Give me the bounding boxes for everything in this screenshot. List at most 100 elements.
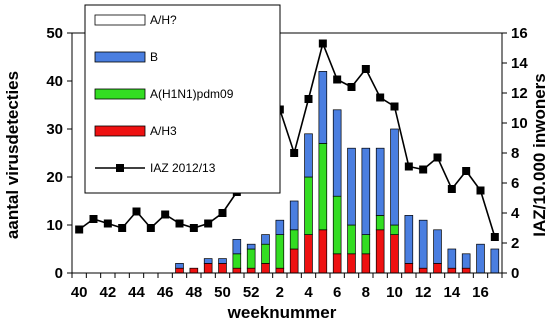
legend-label: IAZ 2012/13 bbox=[150, 161, 216, 175]
bar-b-week-14 bbox=[447, 248, 457, 269]
y-right-tick-label: 2 bbox=[511, 235, 519, 252]
iaz-point-week-10 bbox=[390, 102, 399, 111]
bar-a-h3-week-1 bbox=[261, 263, 270, 274]
bar-a-h3-week-8 bbox=[361, 253, 371, 274]
y-right-tick-label: 12 bbox=[511, 85, 528, 102]
iaz-point-week-41 bbox=[89, 215, 98, 223]
bar-a-h3-week-15 bbox=[461, 267, 471, 274]
y-right-tick-label: 0 bbox=[511, 265, 519, 282]
bar-a-h1n1-pdm09-week-9 bbox=[375, 215, 385, 231]
x-tick-label: 42 bbox=[99, 284, 116, 301]
y-left-tick-label: 40 bbox=[46, 73, 63, 90]
bar-a-h3-week-13 bbox=[433, 263, 442, 274]
iaz-point-week-43 bbox=[118, 224, 127, 232]
iaz-point-week-44 bbox=[132, 207, 141, 216]
iaz-point-week-47 bbox=[175, 219, 184, 228]
bar-a-h1n1-pdm09-week-4 bbox=[304, 176, 313, 235]
bar-a-h3-week-7 bbox=[347, 253, 356, 274]
iaz-point-week-40 bbox=[75, 225, 84, 234]
iaz-point-week-9 bbox=[376, 93, 385, 102]
x-tick-label: 40 bbox=[71, 284, 88, 301]
x-tick-label: 14 bbox=[443, 284, 460, 301]
x-tick-label: 50 bbox=[214, 284, 231, 301]
legend-swatch bbox=[94, 14, 146, 26]
y-axis-right-title: IAZ/10.000 inwoners bbox=[530, 73, 549, 236]
legend-label: A/H3 bbox=[150, 124, 177, 138]
bar-b-week-50 bbox=[218, 258, 227, 264]
bar-a-h3-week-11 bbox=[404, 263, 414, 274]
y-left-tick-label: 0 bbox=[55, 265, 63, 282]
iaz-point-week-5 bbox=[318, 39, 327, 48]
iaz-point-week-16 bbox=[476, 186, 485, 195]
x-tick-label: 52 bbox=[243, 284, 260, 301]
bar-a-h3-week-4 bbox=[304, 234, 313, 274]
iaz-point-week-3 bbox=[290, 149, 299, 157]
bar-a-h1n1-pdm09-week-6 bbox=[332, 195, 342, 255]
bar-a-h3-week-3 bbox=[289, 248, 299, 274]
bar-a-h3-week-2 bbox=[275, 267, 285, 274]
iaz-point-week-8 bbox=[361, 65, 370, 73]
legend-label: B bbox=[150, 50, 158, 64]
legend: A/H? B A(H1N1)pdm09 A/H3 IAZ 2012/13 bbox=[84, 4, 281, 194]
bar-a-h3-week-10 bbox=[390, 234, 399, 274]
bar-b-week-7 bbox=[347, 147, 356, 226]
y-left-tick-label: 50 bbox=[46, 25, 63, 42]
bar-b-week-2 bbox=[275, 219, 285, 235]
bar-a-h3-week-9 bbox=[375, 229, 385, 274]
y-right-tick-label: 16 bbox=[511, 25, 528, 42]
y-right-tick-label: 6 bbox=[511, 175, 519, 192]
legend-marker-swatch bbox=[116, 164, 124, 172]
x-axis-title: weeknummer bbox=[227, 303, 337, 322]
bar-b-week-51 bbox=[232, 239, 242, 255]
x-tick-label: 6 bbox=[333, 284, 341, 301]
bar-b-week-5 bbox=[318, 71, 328, 144]
iaz-point-week-49 bbox=[204, 219, 213, 228]
bar-b-week-4 bbox=[304, 133, 313, 178]
iaz-point-week-45 bbox=[146, 224, 155, 232]
bar-a-h3-week-52 bbox=[246, 267, 256, 274]
bars-layer bbox=[175, 71, 500, 274]
legend-label: A/H? bbox=[150, 13, 177, 27]
bar-b-week-16 bbox=[476, 243, 485, 274]
bar-a-h3-week-5 bbox=[318, 229, 328, 274]
y-right-tick-label: 14 bbox=[511, 55, 528, 72]
iaz-point-week-42 bbox=[103, 219, 112, 228]
x-tick-label: 46 bbox=[157, 284, 174, 301]
iaz-point-week-15 bbox=[462, 167, 471, 175]
line-layer bbox=[75, 39, 499, 241]
y-right-tick-label: 4 bbox=[511, 205, 520, 222]
x-tick-label: 10 bbox=[386, 284, 403, 301]
iaz-point-week-12 bbox=[419, 165, 428, 174]
iaz-point-week-7 bbox=[347, 83, 356, 91]
x-tick-label: 12 bbox=[415, 284, 432, 301]
bar-a-h1n1-pdm09-week-5 bbox=[318, 143, 328, 231]
bar-a-h1n1-pdm09-week-2 bbox=[275, 234, 285, 269]
bar-b-week-9 bbox=[375, 147, 385, 216]
y-left-tick-label: 20 bbox=[46, 169, 63, 186]
iaz-point-week-14 bbox=[447, 185, 456, 193]
bar-a-h1n1-pdm09-week-10 bbox=[390, 224, 399, 235]
iaz-point-week-17 bbox=[490, 233, 499, 241]
bar-b-week-13 bbox=[433, 229, 442, 264]
x-tick-label: 2 bbox=[276, 284, 284, 301]
x-tick-label: 44 bbox=[128, 284, 145, 301]
bar-b-week-11 bbox=[404, 215, 414, 264]
bar-b-week-8 bbox=[361, 147, 371, 235]
bar-a-h3-week-47 bbox=[175, 267, 184, 274]
legend-swatch bbox=[94, 88, 146, 100]
y-axis-left-title: aantal virusdetecties bbox=[3, 71, 22, 239]
iaz-point-week-6 bbox=[333, 75, 342, 84]
bar-b-week-10 bbox=[390, 128, 399, 226]
bar-b-week-49 bbox=[203, 258, 213, 264]
bar-a-h1n1-pdm09-week-51 bbox=[232, 253, 242, 269]
bar-b-week-1 bbox=[261, 234, 270, 245]
bar-a-h3-week-51 bbox=[232, 267, 242, 274]
bar-a-h1n1-pdm09-week-7 bbox=[347, 224, 356, 255]
bar-a-h3-week-14 bbox=[447, 267, 457, 274]
bar-b-week-47 bbox=[175, 263, 184, 269]
iaz-point-week-50 bbox=[218, 209, 227, 217]
bar-b-week-17 bbox=[490, 248, 500, 274]
y-right-tick-label: 8 bbox=[511, 145, 519, 162]
